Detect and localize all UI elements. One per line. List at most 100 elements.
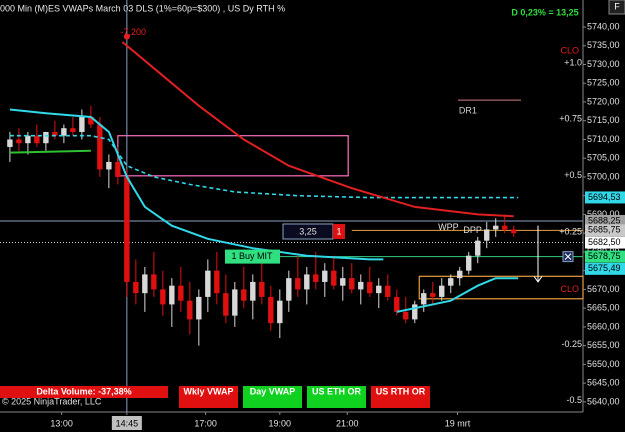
y-tick-label: 5725,00 bbox=[587, 78, 620, 88]
y2-tick-label: +0.25 bbox=[559, 226, 582, 236]
y-tick-label: 5715,00 bbox=[587, 115, 620, 125]
candle-body bbox=[97, 124, 103, 170]
candle-body bbox=[349, 278, 355, 290]
chart-title: 000 Min (M)ES VWAPs March 03 DLS (1%=60p… bbox=[0, 3, 285, 13]
candle-body bbox=[439, 285, 445, 297]
price-tag-label: 5688,25 bbox=[588, 215, 621, 225]
indicator-line bbox=[9, 108, 384, 261]
y-tick-label: 5705,00 bbox=[587, 153, 620, 163]
copyright: © 2025 NinjaTrader, LLC bbox=[2, 396, 102, 406]
y2-tick-label: -0.5 bbox=[566, 395, 582, 405]
candle-body bbox=[457, 270, 463, 279]
annotation: DR1 bbox=[459, 106, 477, 116]
candle-body bbox=[7, 139, 13, 147]
candle-body bbox=[178, 285, 184, 301]
delta-label: Delta Volume: -37,38% bbox=[36, 386, 131, 396]
candle-body bbox=[250, 281, 256, 301]
candle-body bbox=[376, 285, 382, 294]
corner-label: F bbox=[614, 1, 620, 11]
x-tick-label: 21:00 bbox=[336, 418, 359, 428]
candle-body bbox=[421, 293, 427, 305]
candle-body bbox=[502, 225, 508, 230]
toggle-button[interactable] bbox=[307, 386, 366, 408]
price-tag-label: 5694,53 bbox=[588, 192, 621, 202]
y-tick-label: 5660,00 bbox=[587, 321, 620, 331]
indicator-line bbox=[121, 41, 514, 218]
candle-body bbox=[295, 278, 301, 290]
candle-body bbox=[466, 255, 472, 271]
candle-body bbox=[133, 281, 139, 294]
y-tick-label: 5645,00 bbox=[587, 378, 620, 388]
y2-tick-label: +0.5 bbox=[564, 170, 582, 180]
y-tick-label: 5650,00 bbox=[587, 359, 620, 369]
down-arrow bbox=[533, 225, 543, 283]
candle-body bbox=[322, 270, 328, 282]
candle-body bbox=[151, 274, 157, 290]
candle-body bbox=[88, 116, 94, 125]
toggle-button[interactable] bbox=[243, 386, 302, 408]
candle-body bbox=[493, 225, 499, 230]
candle-body bbox=[187, 300, 193, 320]
toggle-label: US RTH OR bbox=[376, 386, 426, 396]
annotation: DPP bbox=[463, 225, 482, 235]
annotation: CLO bbox=[561, 46, 580, 56]
toggle-button[interactable] bbox=[179, 386, 238, 408]
candle-body bbox=[223, 293, 229, 316]
candle-body bbox=[70, 128, 76, 132]
daily-change: D 0,23% = 13,25 bbox=[511, 7, 578, 17]
candle-body bbox=[277, 300, 283, 324]
y-tick-label: 5655,00 bbox=[587, 340, 620, 350]
candle-body bbox=[430, 293, 436, 297]
candle-body bbox=[61, 128, 67, 136]
candle-body bbox=[106, 161, 112, 170]
candle-body bbox=[331, 270, 337, 286]
cancel-cross bbox=[564, 253, 572, 260]
zone-box bbox=[418, 275, 584, 300]
indicator-line bbox=[9, 149, 91, 154]
y-tick-label: 5730,00 bbox=[587, 59, 620, 69]
price-tag-label: 5678,75 bbox=[588, 251, 621, 261]
candle-body bbox=[214, 270, 220, 294]
x-tick-label: 19 mrt bbox=[445, 418, 471, 428]
price-tag bbox=[585, 224, 625, 237]
candle-body bbox=[259, 281, 265, 297]
y-tick-label: 5710,00 bbox=[587, 134, 620, 144]
candle-body bbox=[313, 274, 319, 282]
marker-dot bbox=[123, 33, 130, 40]
toggle-button[interactable] bbox=[371, 386, 430, 408]
price-tag bbox=[585, 214, 625, 227]
candle-body bbox=[484, 229, 490, 241]
candle-body bbox=[268, 296, 274, 324]
x-tick-label: 14:45 bbox=[116, 418, 139, 428]
y2-tick-label: +0.75 bbox=[559, 114, 582, 124]
toggle-label: Wkly VWAP bbox=[183, 386, 233, 396]
annotation: WPP bbox=[438, 222, 459, 232]
candle-body bbox=[394, 296, 400, 312]
candle-body bbox=[43, 131, 49, 144]
candle-body bbox=[124, 176, 130, 282]
y-tick-label: 5665,00 bbox=[587, 303, 620, 313]
y-tick-label: 5740,00 bbox=[587, 21, 620, 31]
candle-body bbox=[115, 161, 121, 177]
order-count-box[interactable] bbox=[333, 223, 345, 239]
candle-body bbox=[511, 229, 517, 234]
candle-body bbox=[79, 116, 85, 132]
candle-body bbox=[358, 281, 364, 290]
buy-order-label: 1 Buy MIT bbox=[231, 251, 273, 261]
candle-body bbox=[304, 274, 310, 290]
candle-body bbox=[412, 304, 418, 320]
buy-order-box[interactable] bbox=[225, 249, 280, 264]
y-tick-label: 5670,00 bbox=[587, 284, 620, 294]
candle-body bbox=[241, 289, 247, 301]
indicator-line bbox=[396, 277, 519, 313]
candle-body bbox=[367, 281, 373, 294]
corner-button[interactable] bbox=[608, 0, 625, 15]
x-tick-label: 19:00 bbox=[269, 418, 292, 428]
price-tag bbox=[585, 236, 625, 249]
price-tag-label: 5675,49 bbox=[588, 263, 621, 273]
x-tick-label: 17:00 bbox=[194, 418, 217, 428]
candle-body bbox=[403, 311, 409, 320]
candle-body bbox=[34, 135, 40, 144]
